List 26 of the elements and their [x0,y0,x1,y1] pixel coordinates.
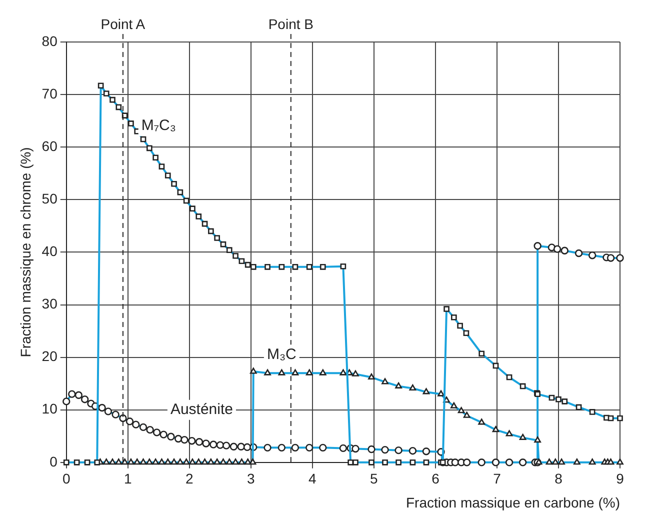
y-tick-label: 80 [42,32,58,49]
y-tick-label: 50 [42,190,58,207]
y-tick-label: 60 [42,138,58,154]
x-tick-label: 5 [370,470,378,487]
y-axis-title: Fraction massique en chrome (%) [17,147,34,358]
x-tick-label: 0 [62,470,70,487]
y-tick-label: 30 [42,296,58,312]
y-tick-label: 40 [42,243,58,260]
y-tick-label: 20 [42,348,58,364]
x-axis-title: Fraction massique en carbone (%) [406,494,620,510]
series-label: M₇C₃ [141,117,176,134]
series-label: M₃C [266,346,297,363]
x-tick-label: 2 [186,470,194,487]
y-tick-label: 70 [42,85,58,102]
series-label: Austénite [170,400,233,418]
ref-line-label: Point B [268,16,314,32]
x-tick-label: 9 [616,470,624,487]
x-tick-label: 6 [432,470,440,487]
x-tick-label: 1 [124,470,132,487]
x-tick-label: 8 [554,470,563,487]
x-tick-label: 4 [308,470,317,487]
x-tick-label: 7 [493,470,502,487]
y-tick-label: 10 [42,400,58,417]
x-tick-label: 3 [247,470,256,487]
ref-line-label: Point A [100,16,146,32]
y-tick-label: 0 [50,453,58,470]
